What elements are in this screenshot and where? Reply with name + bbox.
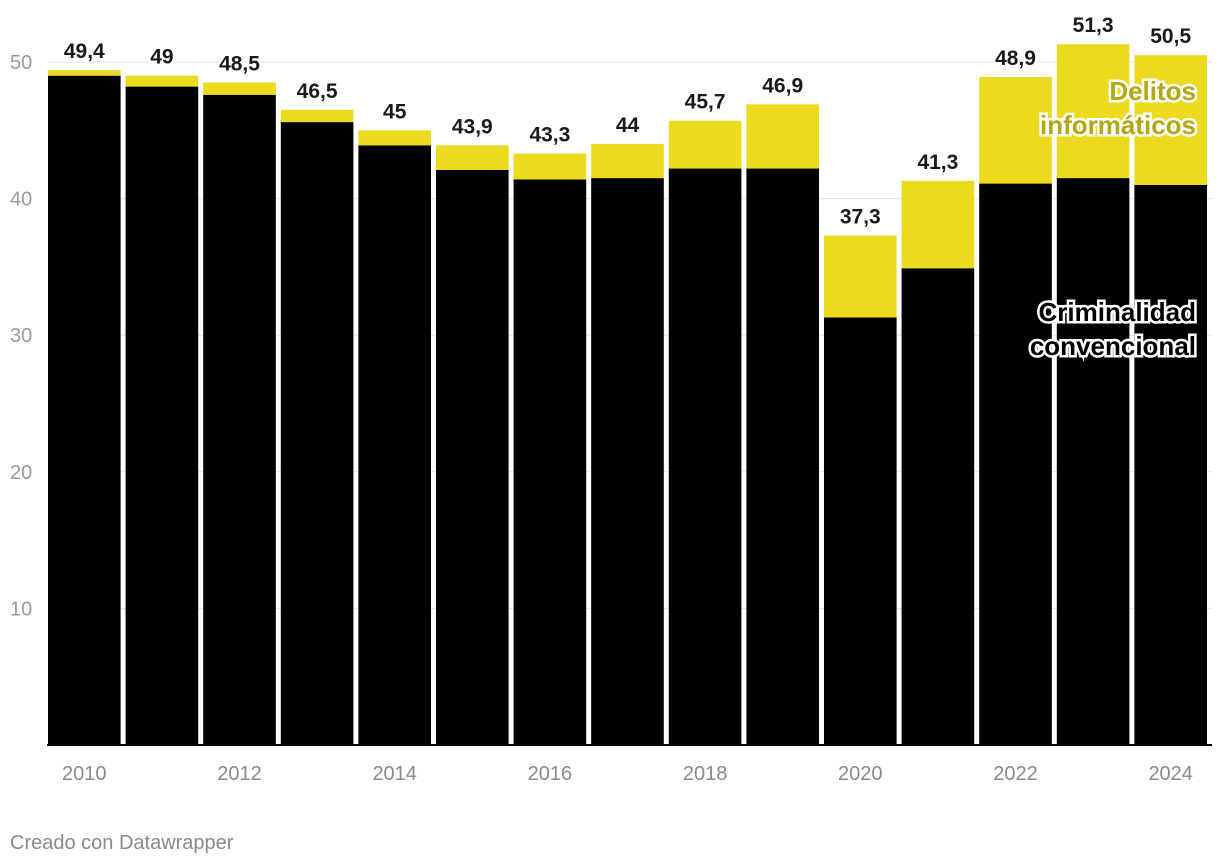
total-label-2010: 49,4 <box>64 40 105 63</box>
total-label-2024: 50,5 <box>1150 25 1191 48</box>
y-tick-label: 40 <box>10 189 32 211</box>
bar-criminalidad-2022 <box>979 183 1052 746</box>
y-tick-label: 50 <box>10 52 32 74</box>
bar-delitos-2016 <box>513 153 587 180</box>
y-tick-label: 10 <box>10 598 32 620</box>
bar-criminalidad-2019 <box>746 168 819 746</box>
total-label-2023: 51,3 <box>1073 14 1114 37</box>
bar-delitos-2012 <box>203 82 276 95</box>
bar-delitos-2021 <box>901 180 975 269</box>
bar-delitos-2020 <box>824 235 897 318</box>
bar-delitos-2022 <box>979 77 1052 184</box>
bar-criminalidad-2023 <box>1056 178 1130 746</box>
x-tick-label: 2024 <box>1148 763 1193 785</box>
total-label-2018: 45,7 <box>685 91 726 114</box>
bar-criminalidad-2017 <box>591 178 664 746</box>
x-tick-label: 2018 <box>683 763 728 785</box>
x-tick-label: 2010 <box>62 763 107 785</box>
x-tick-label: 2022 <box>993 763 1038 785</box>
bar-criminalidad-2012 <box>203 94 276 745</box>
bar-delitos-2013 <box>280 109 354 123</box>
total-label-2012: 48,5 <box>219 52 260 75</box>
total-label-2015: 43,9 <box>452 115 493 138</box>
bar-delitos-2023 <box>1056 44 1130 179</box>
series-label-criminalidad: convencional <box>1030 331 1196 361</box>
x-tick-label: 2012 <box>217 763 262 785</box>
bar-criminalidad-2010 <box>48 75 121 745</box>
series-label-criminalidad: Criminalidad <box>1039 297 1196 327</box>
bar-delitos-2011 <box>125 75 199 87</box>
bar-delitos-2010 <box>48 70 121 76</box>
total-label-2020: 37,3 <box>840 205 881 228</box>
total-label-2016: 43,3 <box>529 124 570 147</box>
total-label-2021: 41,3 <box>917 151 958 174</box>
bar-criminalidad-2011 <box>125 86 199 745</box>
bar-criminalidad-2013 <box>280 122 354 745</box>
x-tick-label: 2016 <box>528 763 573 785</box>
series-label-delitos: Delitos <box>1109 76 1196 106</box>
total-label-2013: 46,5 <box>297 80 338 103</box>
bar-criminalidad-2015 <box>436 169 509 745</box>
bar-criminalidad-2014 <box>358 145 431 746</box>
bar-delitos-2015 <box>436 145 509 170</box>
total-label-2011: 49 <box>150 46 173 69</box>
bar-criminalidad-2018 <box>668 168 742 746</box>
bar-criminalidad-2016 <box>513 179 587 745</box>
total-label-2017: 44 <box>616 114 640 137</box>
total-label-2019: 46,9 <box>762 74 803 97</box>
x-tick-label: 2014 <box>372 763 417 785</box>
series-label-delitos: informáticos <box>1040 110 1196 140</box>
bar-delitos-2024 <box>1134 55 1207 185</box>
bar-delitos-2014 <box>358 130 431 146</box>
y-tick-label: 30 <box>10 325 32 347</box>
bar-delitos-2017 <box>591 143 664 179</box>
total-label-2014: 45 <box>383 100 407 123</box>
bar-criminalidad-2024 <box>1134 184 1207 745</box>
bar-criminalidad-2021 <box>901 268 975 745</box>
bar-delitos-2019 <box>746 104 819 169</box>
total-label-2022: 48,9 <box>995 47 1036 70</box>
footer-credit: Creado con Datawrapper <box>10 832 234 854</box>
y-tick-label: 20 <box>10 462 32 484</box>
x-tick-label: 2020 <box>838 763 883 785</box>
bar-delitos-2018 <box>668 120 742 169</box>
bar-criminalidad-2020 <box>824 317 897 745</box>
